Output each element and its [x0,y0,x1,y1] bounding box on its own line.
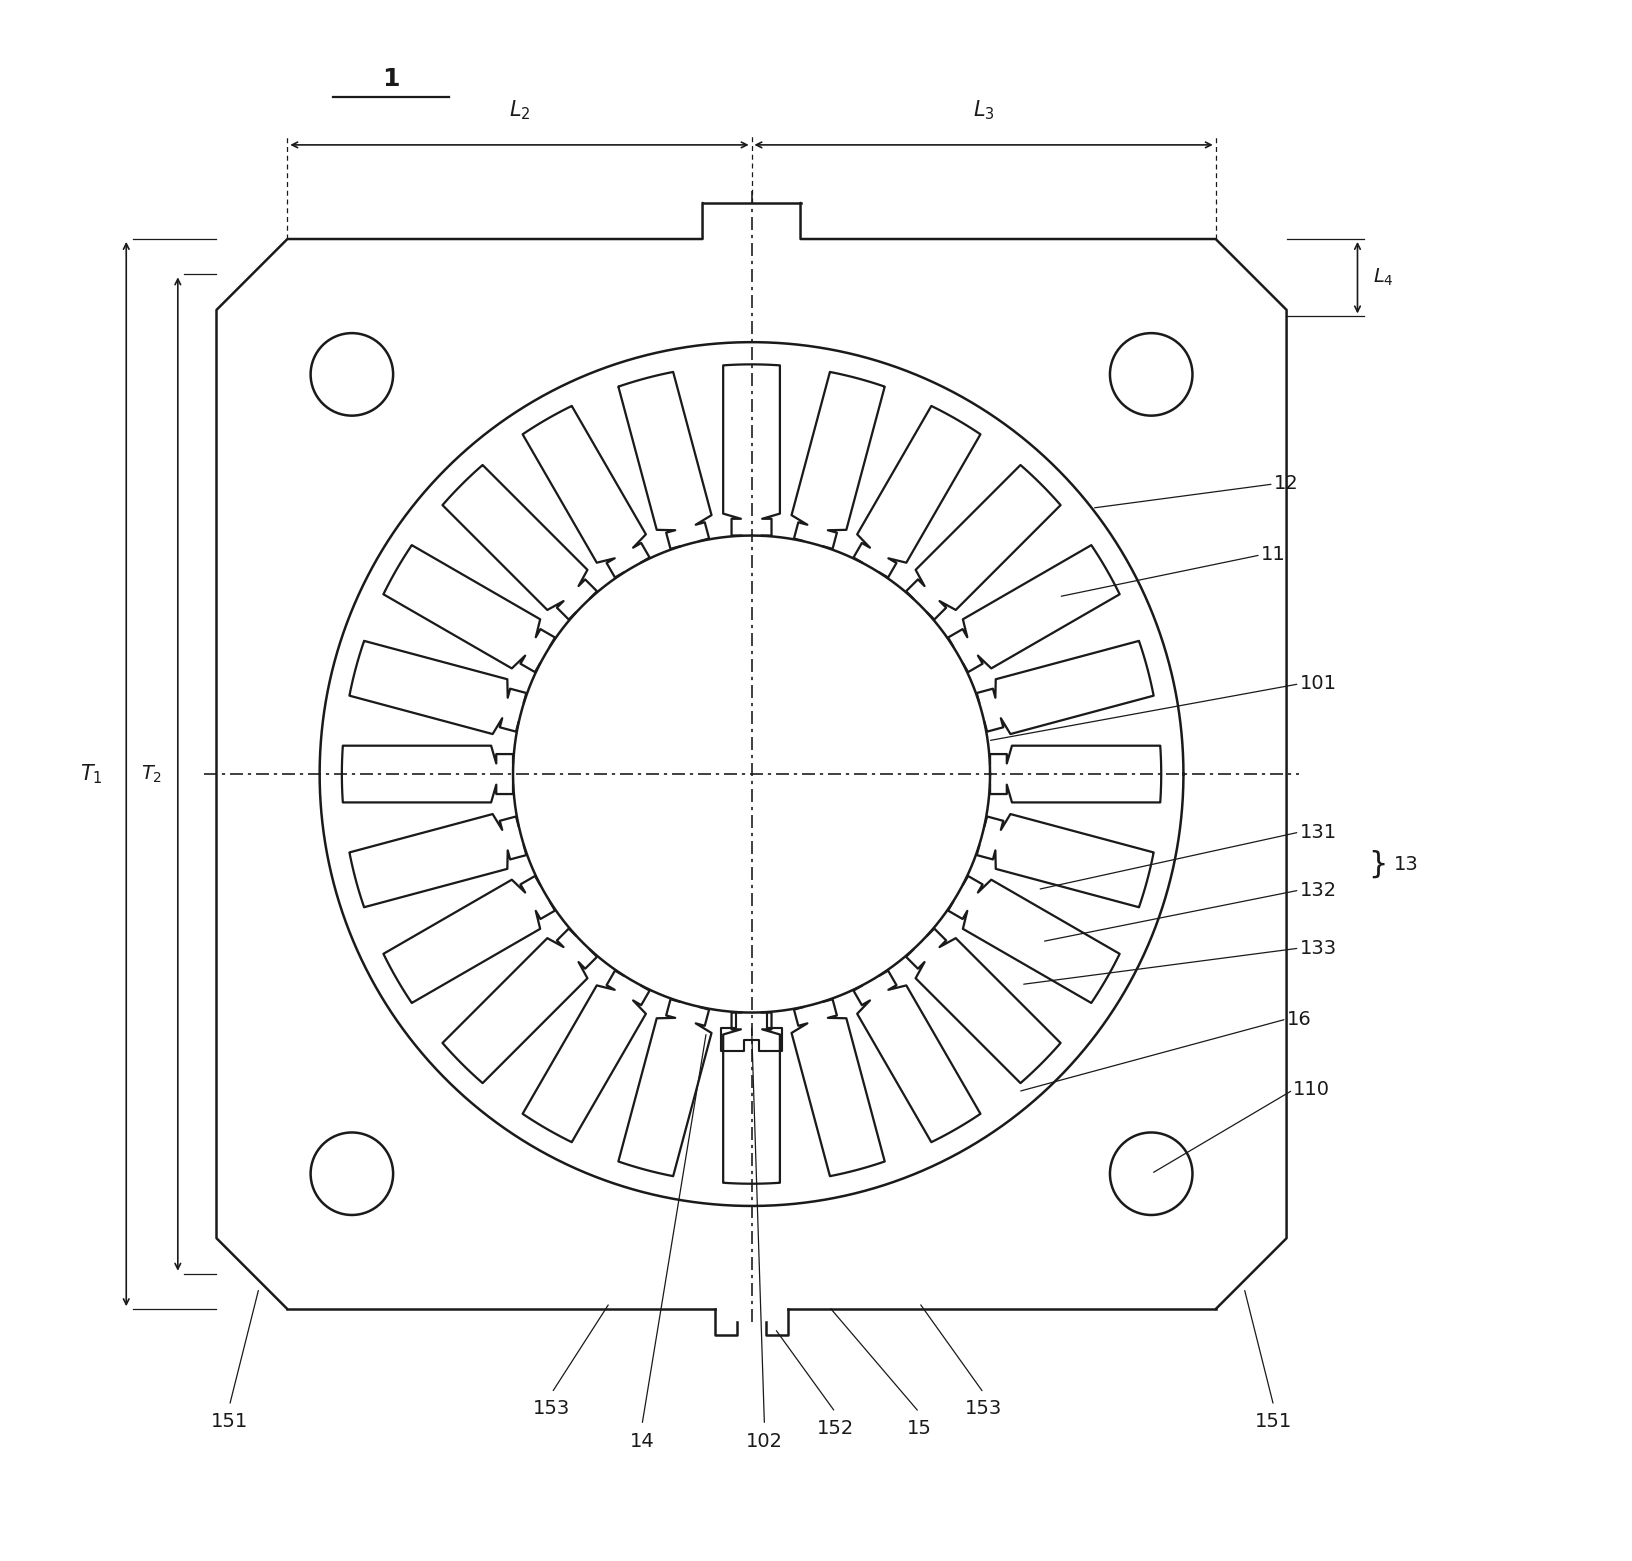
Text: 153: 153 [534,1399,570,1419]
Text: 15: 15 [907,1419,932,1438]
Text: 133: 133 [1299,938,1337,957]
Text: $L_4$: $L_4$ [1373,267,1394,289]
Text: 102: 102 [746,1431,783,1450]
Text: $L_3$: $L_3$ [973,98,994,122]
Text: }: } [1368,849,1387,879]
Text: $T_2$: $T_2$ [142,763,162,785]
Text: 132: 132 [1299,880,1337,899]
Text: 11: 11 [1262,545,1286,565]
Text: 1: 1 [382,67,400,91]
Text: 110: 110 [1293,1080,1330,1099]
Text: 101: 101 [1299,674,1337,693]
Text: 153: 153 [965,1399,1002,1419]
Text: 151: 151 [1255,1413,1293,1431]
Text: 12: 12 [1273,475,1299,493]
Text: 14: 14 [630,1431,654,1450]
Text: $L_2$: $L_2$ [509,98,530,122]
Text: 13: 13 [1394,855,1418,874]
Text: 131: 131 [1299,823,1337,841]
Text: 16: 16 [1286,1010,1312,1029]
Text: 152: 152 [816,1419,854,1438]
Text: 151: 151 [211,1413,248,1431]
Text: $T_1$: $T_1$ [80,762,103,785]
